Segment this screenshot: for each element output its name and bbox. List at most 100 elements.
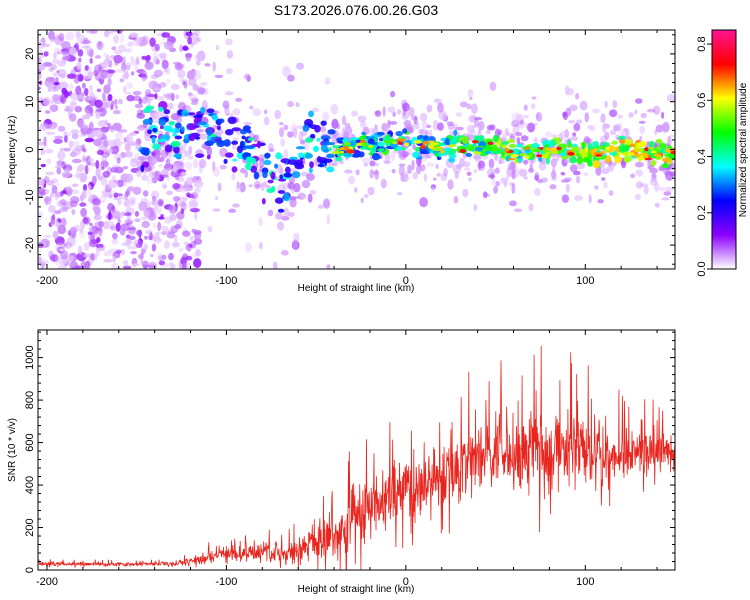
spectrogram-noise-blob <box>155 171 159 179</box>
spectrogram-noise-blob <box>160 214 164 218</box>
spectrogram-noise-blob <box>141 220 150 229</box>
spectrogram-ridge-blob <box>544 144 550 149</box>
spectrogram-noise-blob <box>44 197 50 206</box>
spectrogram-halo-blob <box>550 134 558 138</box>
spectrogram-halo-blob <box>634 161 644 168</box>
spectrogram-halo-blob <box>530 159 534 169</box>
spectrogram-ridge-blob <box>357 151 365 158</box>
spectrogram-noise-blob <box>172 165 177 173</box>
spectrogram-noise-blob <box>94 55 102 59</box>
spectrogram-ridge-blob <box>216 139 226 148</box>
spectrogram-peak-blob <box>670 150 675 154</box>
spectrogram-ridge-blob <box>661 157 672 163</box>
spectrogram-noise-blob <box>106 213 114 220</box>
spectrogram-noise-blob <box>135 56 140 65</box>
spectrogram-halo-blob <box>433 98 442 104</box>
spectrogram-ridge-blob <box>587 152 593 161</box>
spectrogram-ridge-blob <box>367 138 375 145</box>
spectrogram-noise-blob <box>79 249 83 255</box>
spectrogram-halo-blob <box>290 186 297 194</box>
spectrogram-ridge-blob <box>501 141 509 146</box>
spectrogram-halo-blob <box>326 214 331 225</box>
spectrogram-noise-blob <box>185 53 192 62</box>
spectrogram-halo-blob <box>493 185 498 194</box>
spectrogram-ridge-blob <box>650 152 655 158</box>
spectrogram-halo-blob <box>322 111 330 122</box>
spectrogram-halo-blob <box>367 186 375 196</box>
spectrogram-noise-blob <box>60 47 69 54</box>
spectrogram-halo-blob <box>510 171 517 180</box>
spectrogram-halo-blob <box>363 194 369 199</box>
spectrogram-ridge-blob <box>225 128 234 136</box>
spectrogram-xtick-label: -100 <box>215 275 237 287</box>
spectrogram-peak-blob <box>545 147 551 151</box>
spectrogram-noise-blob <box>69 226 78 235</box>
spectrogram-ridge-blob <box>156 138 167 143</box>
spectrogram-halo-blob <box>296 125 305 129</box>
spectrogram-noise-blob <box>71 158 82 164</box>
spectrogram-noise-blob <box>79 202 87 207</box>
spectrogram-noise-blob <box>150 151 156 157</box>
spectrogram-noise-blob <box>107 77 112 87</box>
colorbar-tick-label: 0.6 <box>696 93 708 108</box>
spectrogram-noise-blob <box>180 208 185 215</box>
spectrogram-halo-blob <box>197 50 206 62</box>
spectrogram-noise-blob <box>46 131 51 136</box>
spectrogram-halo-blob <box>488 158 495 169</box>
spectrogram-noise-blob <box>75 265 82 269</box>
spectrogram-ridge-blob <box>581 141 586 150</box>
spectrogram-noise-blob <box>58 263 67 269</box>
spectrogram-ridge-blob <box>517 158 524 163</box>
spectrogram-noise-blob <box>158 41 166 45</box>
spectrogram-noise-blob <box>102 170 111 178</box>
spectrogram-halo-blob <box>473 169 478 174</box>
spectrogram-noise-blob <box>45 148 54 154</box>
spectrogram-halo-blob <box>561 194 570 204</box>
spectrogram-halo-blob <box>604 100 608 108</box>
spectrogram-noise-blob <box>68 83 74 91</box>
spectrogram-ridge-blob <box>291 171 301 179</box>
spectrogram-peak-blob <box>629 152 635 156</box>
spectrogram-noise-blob <box>174 174 180 180</box>
spectrogram-noise-blob <box>77 118 84 128</box>
spectrogram-noise-blob <box>48 66 54 72</box>
spectrogram-peak-blob <box>665 148 671 153</box>
spectrogram-ridge-blob <box>147 129 152 135</box>
spectrogram-noise-blob <box>185 255 193 261</box>
spectrogram-halo-blob <box>628 112 634 118</box>
spectrogram-noise-blob <box>38 41 46 49</box>
spectrogram-noise-blob <box>58 81 69 90</box>
spectrogram-halo-blob <box>446 121 454 127</box>
spectrogram-noise-blob <box>78 57 82 63</box>
spectrogram-halo-blob <box>199 82 208 86</box>
spectrogram-halo-blob <box>327 162 334 167</box>
spectrogram-halo-blob <box>475 157 482 163</box>
spectrogram-noise-blob <box>74 172 82 179</box>
spectrogram-ridge-blob <box>140 164 145 173</box>
spectrogram-ytick-label: 10 <box>24 96 36 108</box>
spectrogram-noise-blob <box>157 216 165 220</box>
spectrogram-halo-blob <box>290 123 298 133</box>
spectrogram-halo-blob <box>634 98 643 104</box>
spectrogram-halo-blob <box>474 119 479 128</box>
spectrogram-halo-blob <box>473 117 483 121</box>
spectrogram-noise-blob <box>151 176 158 184</box>
spectrogram-ridge-blob <box>253 171 260 180</box>
spectrogram-noise-blob <box>126 221 132 226</box>
spectrogram-noise-blob <box>125 218 129 223</box>
spectrogram-halo-blob <box>283 148 289 160</box>
spectrogram-halo-blob <box>512 161 517 173</box>
spectrogram-ridge-blob <box>484 150 492 155</box>
spectrogram-halo-blob <box>528 203 534 212</box>
spectrogram-noise-blob <box>114 104 118 110</box>
spectrogram-ylabel: Frequency (Hz) <box>7 116 18 185</box>
spectrogram-noise-blob <box>48 205 56 213</box>
spectrogram-noise-blob <box>142 260 150 266</box>
spectrogram-ridge-blob <box>158 118 167 126</box>
spectrogram-noise-blob <box>40 163 46 168</box>
spectrogram-noise-blob <box>141 72 147 82</box>
spectrogram-noise-blob <box>124 199 132 208</box>
spectrogram-halo-blob <box>462 161 471 168</box>
spectrogram-halo-blob <box>369 169 374 179</box>
